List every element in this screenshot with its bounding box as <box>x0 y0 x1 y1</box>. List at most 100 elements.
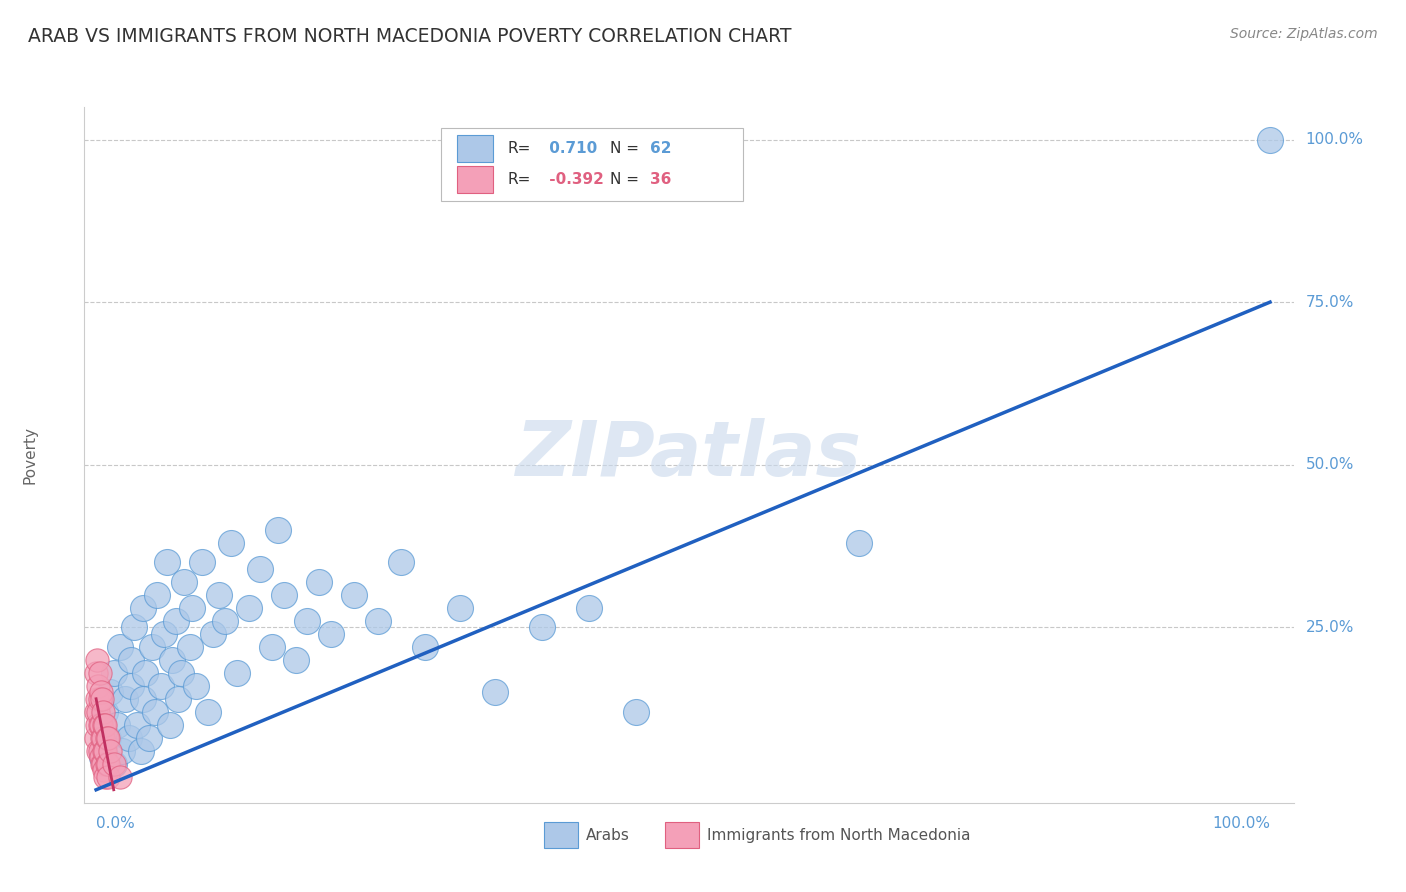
Text: Arabs: Arabs <box>586 828 630 843</box>
FancyBboxPatch shape <box>457 166 494 194</box>
Point <box>103 756 125 771</box>
Point <box>86 718 108 732</box>
Point <box>141 640 163 654</box>
Point <box>90 718 112 732</box>
Point <box>159 718 181 732</box>
Point <box>84 665 107 680</box>
Point <box>93 744 115 758</box>
Point <box>484 685 506 699</box>
Point <box>97 731 120 745</box>
Point <box>98 744 121 758</box>
Point <box>173 574 195 589</box>
Point <box>146 588 169 602</box>
Point <box>367 614 389 628</box>
Point <box>94 744 117 758</box>
Point <box>86 691 108 706</box>
Text: Poverty: Poverty <box>22 425 38 484</box>
Point <box>91 756 114 771</box>
FancyBboxPatch shape <box>457 135 494 162</box>
Point <box>87 705 110 719</box>
Point <box>86 653 108 667</box>
Point <box>111 744 134 758</box>
Point <box>87 744 110 758</box>
Point <box>267 523 290 537</box>
Point <box>162 653 184 667</box>
Point <box>97 770 120 784</box>
Point <box>578 600 600 615</box>
Point <box>93 764 115 778</box>
Point <box>108 640 131 654</box>
Point <box>134 665 156 680</box>
Point <box>343 588 366 602</box>
Point <box>93 718 115 732</box>
Point <box>129 744 152 758</box>
Point <box>98 685 121 699</box>
Text: R=: R= <box>508 172 531 187</box>
FancyBboxPatch shape <box>544 822 578 848</box>
Text: R=: R= <box>508 141 531 156</box>
Point <box>127 718 149 732</box>
Point <box>190 555 212 569</box>
Text: N =: N = <box>610 172 640 187</box>
Point <box>238 600 260 615</box>
Text: ZIPatlas: ZIPatlas <box>516 418 862 491</box>
Point <box>167 691 190 706</box>
Point <box>226 665 249 680</box>
Point <box>1258 132 1281 146</box>
Point <box>214 614 236 628</box>
Point <box>94 718 117 732</box>
Point <box>138 731 160 745</box>
Point <box>297 614 319 628</box>
Point <box>308 574 330 589</box>
Point <box>284 653 307 667</box>
Point <box>132 600 155 615</box>
Point <box>114 691 136 706</box>
Point <box>181 600 204 615</box>
Point <box>389 555 412 569</box>
Point <box>262 640 284 654</box>
Point <box>184 679 207 693</box>
Point <box>319 626 342 640</box>
Point <box>103 756 125 771</box>
Point <box>149 679 172 693</box>
Point <box>120 679 142 693</box>
Text: 50.0%: 50.0% <box>1306 458 1354 472</box>
Point <box>84 705 107 719</box>
Text: 100.0%: 100.0% <box>1306 132 1364 147</box>
Point <box>103 665 125 680</box>
Text: -0.392: -0.392 <box>544 172 603 187</box>
Point <box>169 665 191 680</box>
Point <box>153 626 176 640</box>
Point <box>89 744 111 758</box>
Point <box>97 731 120 745</box>
Text: 100.0%: 100.0% <box>1212 816 1270 830</box>
Point <box>165 614 187 628</box>
Point <box>848 535 870 549</box>
Point <box>413 640 436 654</box>
Point <box>624 705 647 719</box>
Point <box>91 691 114 706</box>
Point <box>208 588 231 602</box>
Text: ARAB VS IMMIGRANTS FROM NORTH MACEDONIA POVERTY CORRELATION CHART: ARAB VS IMMIGRANTS FROM NORTH MACEDONIA … <box>28 27 792 45</box>
Point <box>89 718 111 732</box>
Point <box>90 750 112 764</box>
Point <box>219 535 242 549</box>
Point <box>96 731 118 745</box>
FancyBboxPatch shape <box>665 822 699 848</box>
Text: 36: 36 <box>650 172 672 187</box>
Point <box>91 731 114 745</box>
Point <box>155 555 177 569</box>
Text: Immigrants from North Macedonia: Immigrants from North Macedonia <box>707 828 970 843</box>
Point <box>91 756 114 771</box>
Point <box>94 705 117 719</box>
Point <box>118 731 141 745</box>
Point <box>89 691 111 706</box>
Point <box>90 685 112 699</box>
Point <box>531 620 554 634</box>
Point <box>132 691 155 706</box>
Point <box>91 705 114 719</box>
Point <box>249 562 271 576</box>
Point <box>84 731 107 745</box>
Text: 62: 62 <box>650 141 672 156</box>
FancyBboxPatch shape <box>441 128 744 201</box>
